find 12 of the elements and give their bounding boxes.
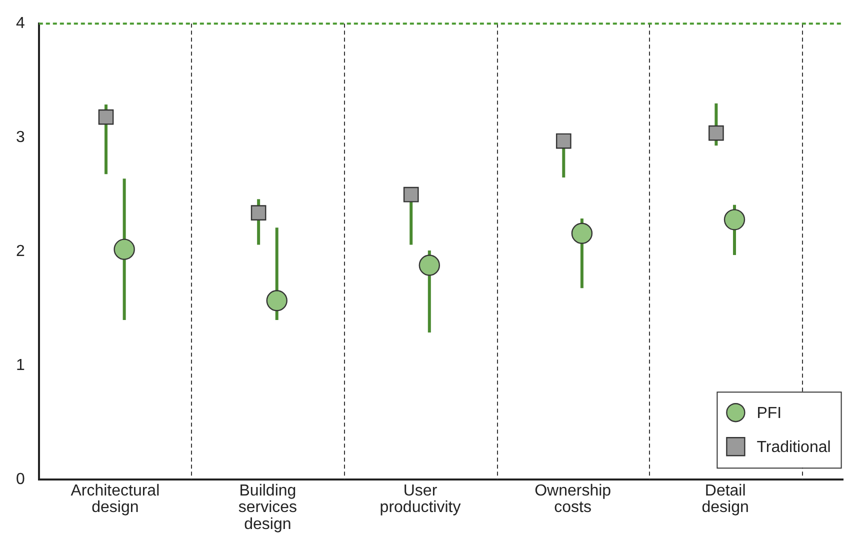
y-tick-label: 0 — [16, 471, 25, 488]
y-tick-label: 2 — [16, 243, 25, 260]
x-tick-label: User productivity — [380, 482, 461, 516]
x-tick-label: Building services design — [238, 482, 298, 534]
x-tick-label: Ownership costs — [534, 482, 612, 516]
y-tick-label: 4 — [16, 15, 25, 32]
y-tick-label: 1 — [16, 357, 25, 374]
x-tick-label: Detail design — [702, 482, 749, 516]
legend-label: Traditional — [756, 439, 831, 456]
x-tick-label: Architectural design — [70, 482, 160, 516]
y-tick-label: 3 — [16, 129, 25, 146]
legend-label: PFI — [756, 405, 782, 422]
